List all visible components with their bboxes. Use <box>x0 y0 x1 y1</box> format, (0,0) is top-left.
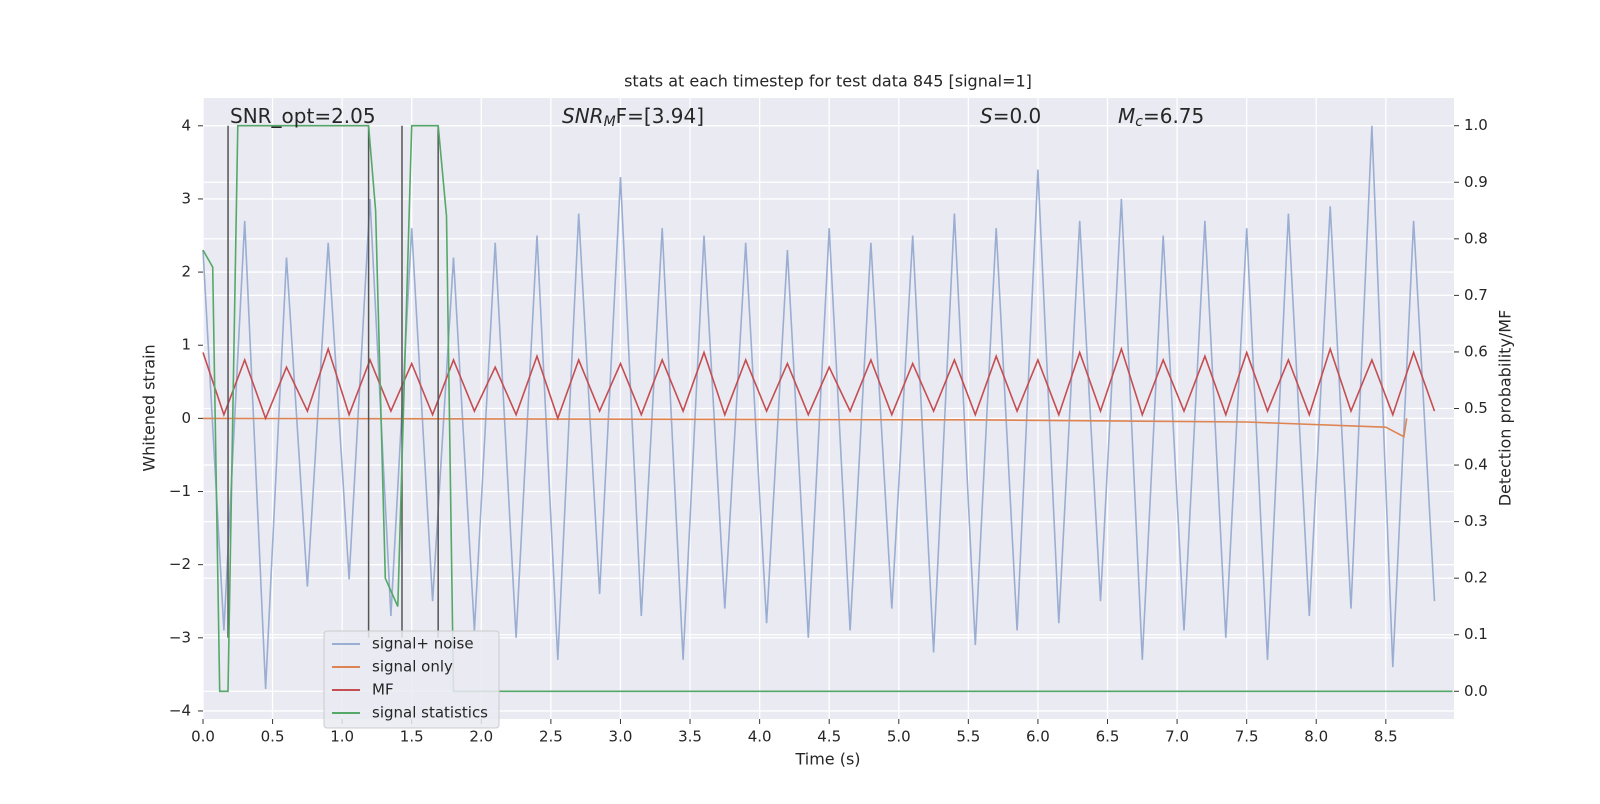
x-tick-label: 4.5 <box>817 728 841 746</box>
x-tick-label: 8.5 <box>1374 728 1398 746</box>
annotation-part: =0.0 <box>993 104 1042 128</box>
x-tick-label: 7.0 <box>1165 728 1189 746</box>
series-line <box>202 125 1436 690</box>
x-tick-label: 8.0 <box>1304 728 1328 746</box>
x-tick-label: 1.0 <box>330 728 354 746</box>
x-tick-label: 1.5 <box>400 728 424 746</box>
series-line <box>202 124 1453 693</box>
y2-tick-label: 0.4 <box>1464 456 1488 474</box>
y-tick-label: 4 <box>181 116 191 134</box>
legend-label: signal+ noise <box>372 635 474 653</box>
x-tick-label: 0.5 <box>261 728 285 746</box>
series-line <box>202 417 1408 438</box>
annotation: S=0.0 <box>980 104 1041 128</box>
y2-tick-label: 0.2 <box>1464 569 1488 587</box>
y2-tick-label: 0.3 <box>1464 512 1488 530</box>
y2-tick-label: 0.5 <box>1464 399 1488 417</box>
y2-tick-label: 0.0 <box>1464 682 1488 700</box>
x-tick-label: 5.0 <box>887 728 911 746</box>
series-line <box>202 346 1436 421</box>
annotation: SNRMF=[3.94] <box>562 104 704 131</box>
x-tick-label: 6.0 <box>1026 728 1050 746</box>
annotation-part: c <box>1135 114 1143 130</box>
x-tick-label: 0.0 <box>191 728 215 746</box>
annotation-part: M <box>1118 104 1135 128</box>
annotation-part: S <box>980 104 993 128</box>
y-axis-label: Whitened strain <box>140 344 159 471</box>
marks <box>202 124 1453 693</box>
x-axis-label: Time (s) <box>794 750 860 769</box>
legend-label: signal statistics <box>372 704 488 722</box>
y-tick-label: 3 <box>181 189 191 207</box>
x-tick-label: 4.0 <box>748 728 772 746</box>
y2-axis-label: Detection probability/MF <box>1496 310 1515 507</box>
y2-tick-label: 0.6 <box>1464 342 1488 360</box>
y-tick-label: 2 <box>181 263 191 281</box>
x-tick-label: 3.0 <box>609 728 633 746</box>
legend-label: MF <box>372 681 394 699</box>
y-tick-label: 0 <box>181 409 191 427</box>
x-tick-label: 7.5 <box>1235 728 1259 746</box>
annotation-part: SNR_opt=2.05 <box>230 104 376 128</box>
legend-label: signal only <box>372 658 453 676</box>
x-tick-label: 2.5 <box>539 728 563 746</box>
annotation: SNR_opt=2.05 <box>230 104 376 128</box>
y2-tick-label: 0.9 <box>1464 173 1488 191</box>
annotation-part: M <box>604 114 616 130</box>
y2-tick-label: 0.1 <box>1464 625 1488 643</box>
y-tick-label: −4 <box>169 701 191 719</box>
y-tick-label: −1 <box>169 482 191 500</box>
y2-tick-label: 1.0 <box>1464 116 1488 134</box>
x-tick-label: 3.5 <box>678 728 702 746</box>
y-tick-label: 1 <box>181 336 191 354</box>
annotation-part: F=[3.94] <box>616 104 704 128</box>
y2-tick-label: 0.8 <box>1464 229 1488 247</box>
x-tick-label: 5.5 <box>956 728 980 746</box>
y2-tick-label: 0.7 <box>1464 286 1488 304</box>
x-tick-label: 6.5 <box>1096 728 1120 746</box>
y-tick-label: −2 <box>169 555 191 573</box>
legend <box>323 630 500 729</box>
y-tick-label: −3 <box>169 628 191 646</box>
chart-title: stats at each timestep for test data 845… <box>624 72 1032 91</box>
annotation-part: SNR <box>562 104 604 128</box>
x-tick-label: 2.0 <box>469 728 493 746</box>
annotation: Mc=6.75 <box>1118 104 1204 131</box>
annotation-part: =6.75 <box>1143 104 1204 128</box>
